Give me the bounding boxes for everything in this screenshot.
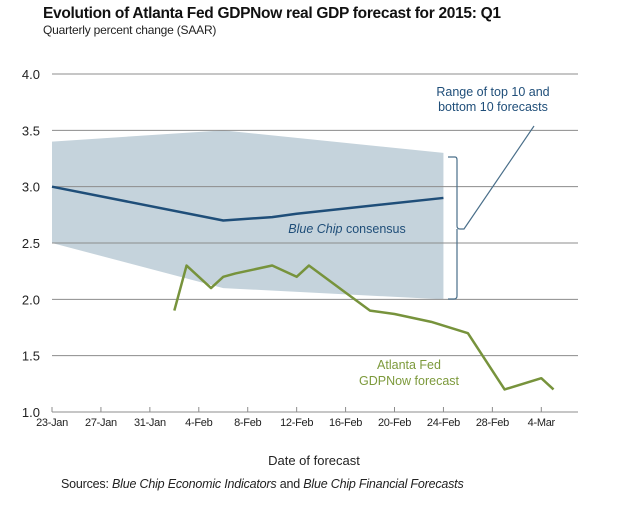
- x-tick-label: 23-Jan: [36, 417, 68, 429]
- x-tick-label: 20-Feb: [378, 417, 411, 429]
- y-tick-label: 1.0: [22, 405, 40, 420]
- y-tick-label: 2.0: [22, 292, 40, 307]
- band-bracket-leader: [448, 125, 535, 230]
- bluechip-consensus-line: [51, 185, 444, 222]
- x-tick-label: 4-Feb: [185, 417, 212, 429]
- chart-title: Evolution of Atlanta Fed GDPNow real GDP…: [43, 5, 501, 22]
- chart-subtitle: Quarterly percent change (SAAR): [43, 23, 217, 37]
- forecast-range-band: [52, 130, 444, 300]
- x-tick-label: 24-Feb: [427, 417, 460, 429]
- annotation-layer: Range of top 10 and bottom 10 forecasts …: [288, 85, 549, 388]
- x-axis: 23-Jan 27-Jan 31-Jan 4-Feb 8-Feb 12-Feb 16-Feb…: [36, 407, 556, 429]
- y-tick-label: 3.5: [22, 123, 40, 138]
- gdpnow-label-line2: GDPNow forecast: [359, 374, 460, 388]
- y-tick-label: 2.5: [22, 236, 40, 251]
- x-tick-label: 16-Feb: [329, 417, 362, 429]
- band-bracket-lower: [448, 229, 458, 300]
- band-layer: [52, 130, 444, 300]
- bluechip-label-italic: Blue Chip: [288, 222, 342, 236]
- y-tick-label: 1.5: [22, 349, 40, 364]
- x-tick-label: 31-Jan: [134, 417, 166, 429]
- x-tick-label: 28-Feb: [476, 417, 509, 429]
- x-axis-label: Date of forecast: [268, 453, 360, 468]
- sources-prefix: Sources:: [61, 477, 113, 491]
- series-layer: [51, 185, 555, 391]
- y-axis: 4.0 3.5 3.0 2.5 2.0 1.5 1.0: [22, 67, 40, 420]
- x-tick-label: 4-Mar: [528, 417, 556, 429]
- gdpnow-label-line1: Atlanta Fed: [377, 358, 441, 372]
- x-tick-label: 8-Feb: [234, 417, 261, 429]
- sources-note: Sources: Blue Chip Economic Indicators a…: [61, 477, 464, 491]
- gdpnow-forecast-line: [173, 264, 555, 391]
- x-tick-label: 27-Jan: [85, 417, 117, 429]
- grid-layer: [52, 73, 578, 413]
- sources-italic-1: Blue Chip Economic Indicators: [112, 477, 277, 491]
- bluechip-label: Blue Chip consensus: [288, 222, 405, 236]
- bluechip-label-rest: consensus: [342, 222, 405, 236]
- sources-mid: and: [276, 477, 304, 491]
- band-label-line1: Range of top 10 and: [436, 85, 549, 99]
- band-label-line2: bottom 10 forecasts: [438, 100, 548, 114]
- y-tick-label: 4.0: [22, 67, 40, 82]
- y-tick-label: 3.0: [22, 180, 40, 195]
- sources-italic-2: Blue Chip Financial Forecasts: [303, 477, 464, 491]
- x-tick-label: 12-Feb: [280, 417, 313, 429]
